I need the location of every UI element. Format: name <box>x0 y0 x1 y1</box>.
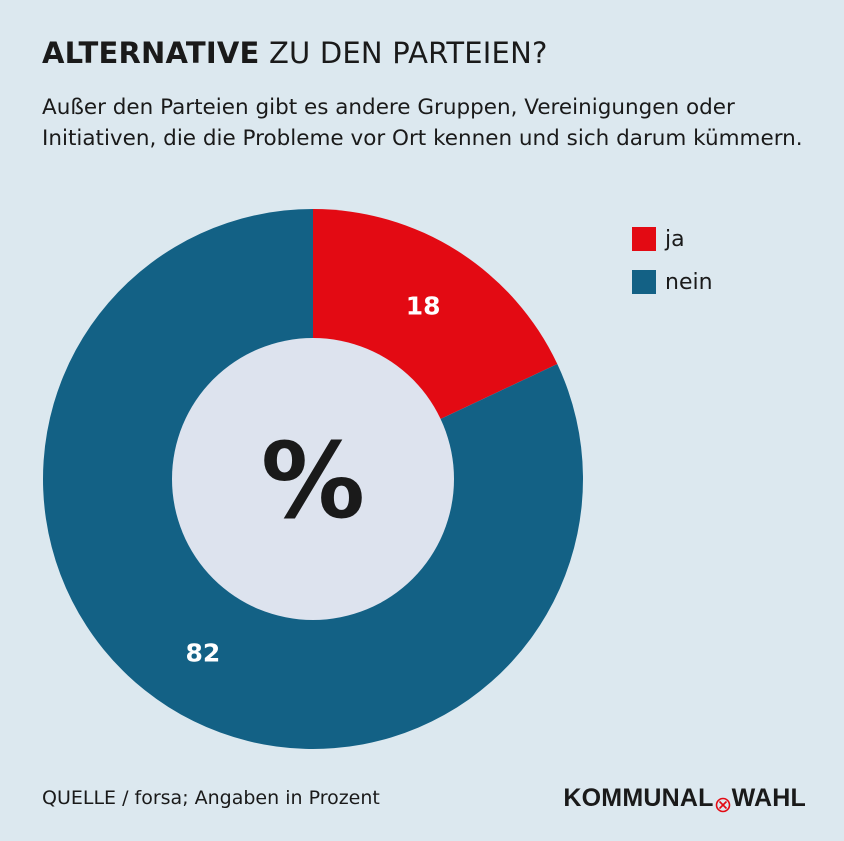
legend-swatch-nein <box>632 270 656 294</box>
brand-right: WAHL <box>731 784 806 812</box>
brand-logo: KOMMUNAL WAHL <box>563 784 806 813</box>
center-percent-label: % <box>261 420 365 542</box>
data-label-nein: 82 <box>185 639 220 668</box>
title-bold: ALTERNATIVE <box>42 36 260 70</box>
legend: ja nein <box>632 226 713 312</box>
donut-hole <box>172 338 454 620</box>
legend-label-ja: ja <box>665 226 685 252</box>
data-label-ja: 18 <box>406 291 441 320</box>
legend-swatch-ja <box>632 227 656 251</box>
brand-left: KOMMUNAL <box>563 784 714 812</box>
chart-title: ALTERNATIVE ZU DEN PARTEIEN? <box>42 36 548 70</box>
title-rest: ZU DEN PARTEIEN? <box>268 36 548 70</box>
legend-item-ja: ja <box>632 226 713 252</box>
source-note: QUELLE / forsa; Angaben in Prozent <box>42 787 380 809</box>
legend-label-nein: nein <box>665 269 713 295</box>
legend-item-nein: nein <box>632 269 713 295</box>
ballot-cross-icon <box>715 797 730 812</box>
chart-subtitle: Außer den Parteien gibt es andere Gruppe… <box>42 95 803 151</box>
